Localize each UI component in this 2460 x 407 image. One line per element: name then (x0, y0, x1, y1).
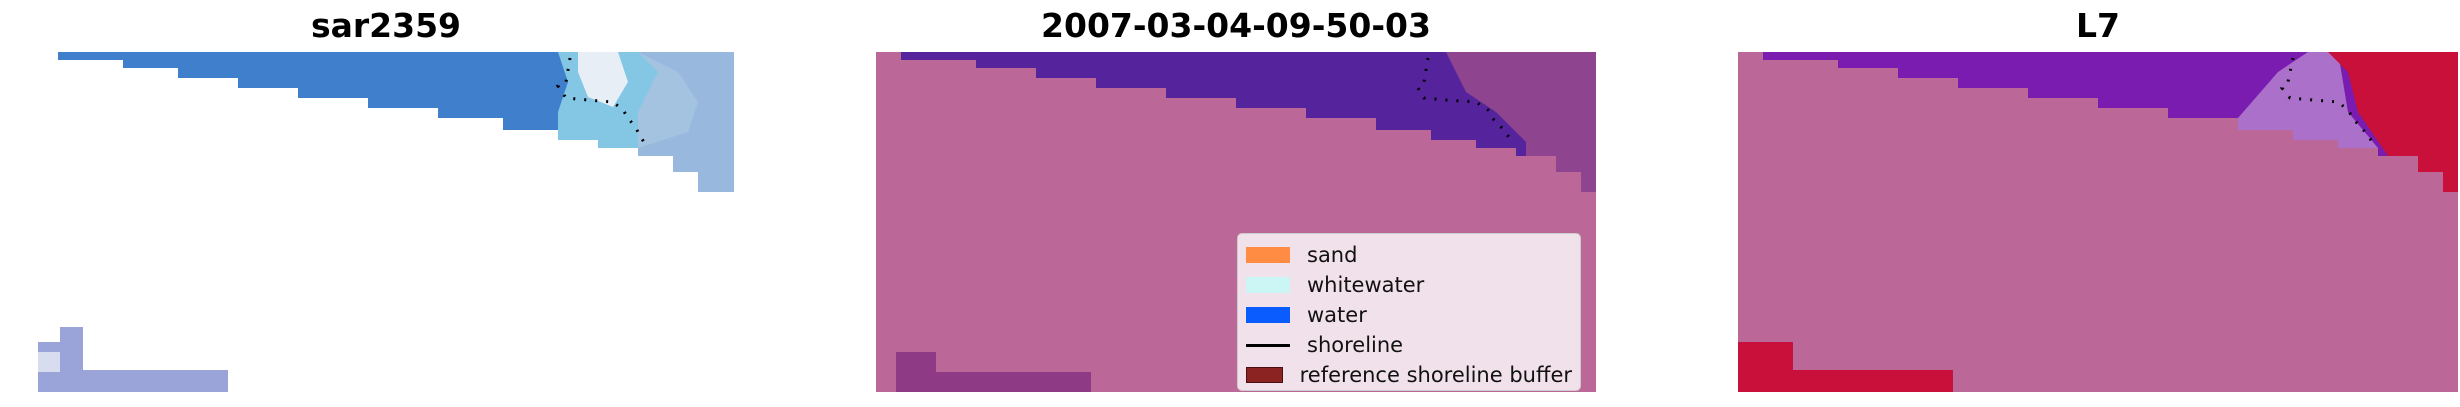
rgb-offshore-pale (638, 52, 734, 192)
legend-label-water: water (1307, 303, 1367, 327)
ndwi-high-offshore (2328, 52, 2458, 192)
rgb-whitewater-core (578, 52, 628, 107)
panel-title-rgb: sar2359 (310, 6, 462, 45)
legend: sand whitewater water shoreline referenc… (1237, 233, 1581, 391)
legend-swatch-sand (1246, 247, 1290, 263)
rgb-coastal-water (38, 52, 734, 192)
legend-item-reference-buffer: reference shoreline buffer (1246, 360, 1572, 390)
shoreline-dots-p3 (2279, 57, 2376, 145)
shoreline-dots-p1 (555, 57, 646, 143)
rgb-bottom-left-pale (38, 352, 60, 382)
legend-label-sand: sand (1307, 243, 1358, 267)
water-overlay-area (901, 52, 1596, 192)
offshore-mixed-overlay (1446, 52, 1596, 192)
legend-item-shoreline: shoreline (1246, 330, 1572, 360)
ndwi-image-panel (1738, 52, 2458, 392)
legend-label-reference-buffer: reference shoreline buffer (1299, 363, 1572, 387)
bottom-left-overlay (896, 352, 1091, 392)
legend-item-water: water (1246, 300, 1572, 330)
ndwi-bottom-left-high (1738, 342, 1953, 392)
panel-title-classified: 2007-03-04-09-50-03 (1041, 6, 1431, 45)
legend-swatch-water (1246, 307, 1290, 323)
legend-swatch-shoreline (1246, 343, 1290, 347)
ndwi-transition-zone (2238, 52, 2378, 148)
legend-swatch-reference-buffer (1246, 367, 1283, 383)
legend-label-whitewater: whitewater (1307, 273, 1425, 297)
legend-label-shoreline: shoreline (1307, 333, 1404, 357)
legend-swatch-whitewater (1246, 277, 1290, 293)
rgb-bottom-left-pixels (38, 327, 228, 392)
panel-title-ndwi: L7 (2076, 6, 2120, 45)
legend-item-whitewater: whitewater (1246, 270, 1572, 300)
legend-item-sand: sand (1246, 240, 1572, 270)
rgb-image-panel (38, 52, 734, 392)
